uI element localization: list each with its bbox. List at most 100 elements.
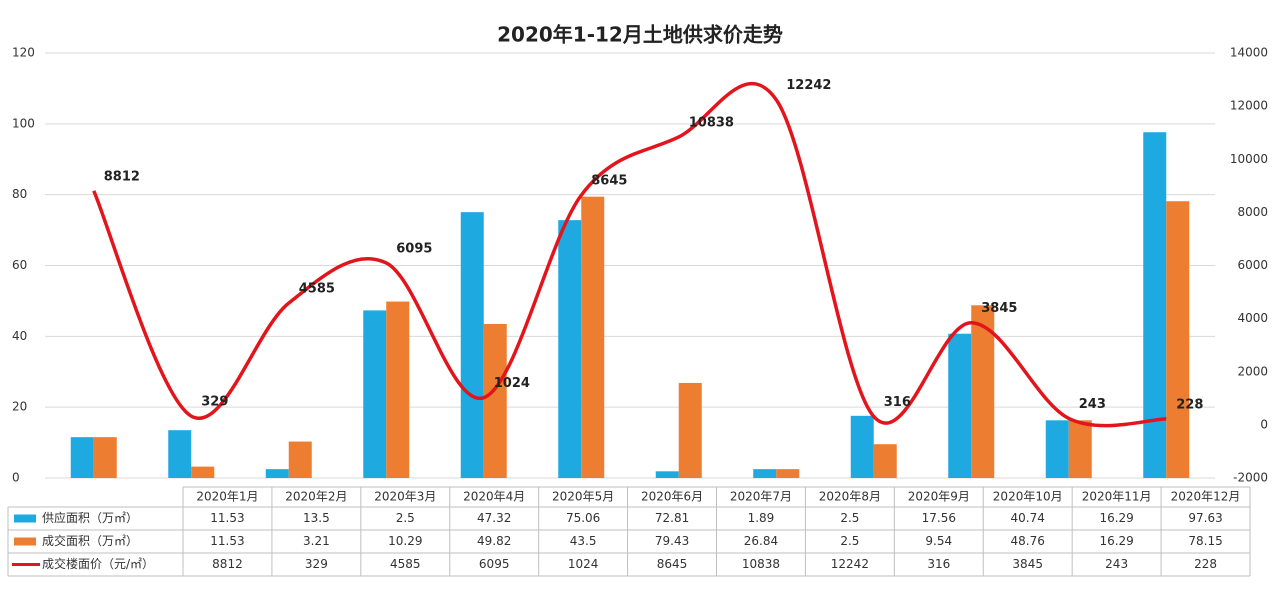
data-label: 3845 [981, 301, 1017, 316]
bar [483, 323, 507, 478]
table-cell: 78.15 [1188, 534, 1222, 548]
y2-tick-label: 4000 [1237, 311, 1268, 325]
table-header: 2020年1月 [196, 490, 258, 504]
data-label: 228 [1176, 397, 1203, 412]
line [92, 81, 1167, 428]
table-cell: 10.29 [388, 534, 422, 548]
table-cell: 2.5 [396, 511, 415, 525]
bar [776, 469, 800, 478]
table-cell: 228 [1194, 557, 1217, 571]
bar [265, 469, 289, 478]
y2-tick-label: 10000 [1230, 152, 1268, 166]
table-cell: 47.32 [477, 511, 511, 525]
data-label: 4585 [299, 282, 335, 297]
bar [1045, 420, 1069, 478]
table-header: 2020年11月 [1082, 490, 1152, 504]
table-header: 2020年6月 [641, 490, 703, 504]
bar [655, 471, 679, 478]
table-cell: 72.81 [655, 511, 689, 525]
table-header: 2020年8月 [819, 490, 881, 504]
table-header: 2020年2月 [285, 490, 347, 504]
bar [1143, 132, 1167, 478]
data-label: 316 [884, 395, 911, 410]
y-tick-label: 40 [12, 329, 27, 343]
table-cell: 48.76 [1011, 534, 1045, 548]
table-header: 2020年9月 [908, 490, 970, 504]
data-label: 6095 [396, 241, 432, 256]
legend-swatch [14, 537, 36, 546]
bar [386, 301, 410, 478]
table-cell: 97.63 [1188, 511, 1222, 525]
y-tick-label: 120 [12, 46, 35, 60]
y-tick-label: 60 [12, 258, 27, 272]
table-cell: 16.29 [1099, 534, 1133, 548]
table-cell: 11.53 [210, 534, 244, 548]
y2-tick-label: 6000 [1237, 258, 1268, 272]
y2-tick-label: 2000 [1237, 364, 1268, 378]
legend-swatch [14, 514, 36, 523]
bar [873, 444, 897, 478]
data-label: 12242 [786, 78, 831, 93]
bar [1166, 201, 1190, 478]
y2-tick-label: 8000 [1237, 205, 1268, 219]
table-cell: 75.06 [566, 511, 600, 525]
bar [93, 437, 117, 478]
y-tick-label: 20 [12, 400, 27, 414]
bar [70, 437, 94, 478]
bar [558, 220, 582, 478]
data-label: 8812 [104, 169, 140, 184]
table-cell: 12242 [831, 557, 869, 571]
bar [948, 333, 972, 478]
table-cell: 16.29 [1099, 511, 1133, 525]
y-tick-label: 100 [12, 116, 35, 130]
table-cell: 243 [1105, 557, 1128, 571]
data-label: 10838 [689, 115, 734, 130]
bar [168, 430, 192, 478]
table-cell: 3.21 [303, 534, 330, 548]
bar [971, 305, 995, 478]
table-cell: 10838 [742, 557, 780, 571]
table-cell: 3845 [1012, 557, 1043, 571]
table-cell: 329 [305, 557, 328, 571]
y-tick-label: 80 [12, 187, 27, 201]
y2-tick-label: 0 [1260, 417, 1268, 431]
y2-tick-label: -2000 [1233, 471, 1268, 485]
bar [678, 382, 702, 478]
bar [581, 196, 605, 478]
table-cell: 316 [927, 557, 950, 571]
table-header: 2020年12月 [1171, 490, 1241, 504]
table-cell: 8812 [212, 557, 243, 571]
bar [850, 415, 874, 478]
table-header: 2020年7月 [730, 490, 792, 504]
table-cell: 9.54 [925, 534, 952, 548]
bar [288, 441, 312, 478]
table-header: 2020年4月 [463, 490, 525, 504]
y-tick-label: 0 [12, 471, 20, 485]
data-label: 243 [1079, 397, 1106, 412]
table-cell: 17.56 [922, 511, 956, 525]
data-label: 1024 [494, 376, 530, 391]
legend-label: 供应面积（万㎡） [42, 510, 138, 525]
y2-tick-label: 12000 [1230, 99, 1268, 113]
table-cell: 79.43 [655, 534, 689, 548]
table-cell: 2.5 [840, 511, 859, 525]
chart-title: 2020年1-12月土地供求价走势 [497, 23, 783, 47]
legend-label: 成交面积（万㎡） [42, 533, 138, 548]
table-cell: 8645 [657, 557, 688, 571]
table-cell: 11.53 [210, 511, 244, 525]
table-cell: 13.5 [303, 511, 330, 525]
bar [1068, 420, 1092, 478]
table-cell: 1024 [568, 557, 599, 571]
bar [363, 310, 387, 478]
table-cell: 40.74 [1011, 511, 1045, 525]
table-header: 2020年3月 [374, 490, 436, 504]
table-cell: 26.84 [744, 534, 778, 548]
bar [191, 466, 215, 478]
table-cell: 4585 [390, 557, 421, 571]
table-cell: 49.82 [477, 534, 511, 548]
table-header: 2020年5月 [552, 490, 614, 504]
data-label: 329 [201, 395, 228, 410]
table-cell: 1.89 [748, 511, 775, 525]
y2-tick-label: 14000 [1230, 46, 1268, 60]
